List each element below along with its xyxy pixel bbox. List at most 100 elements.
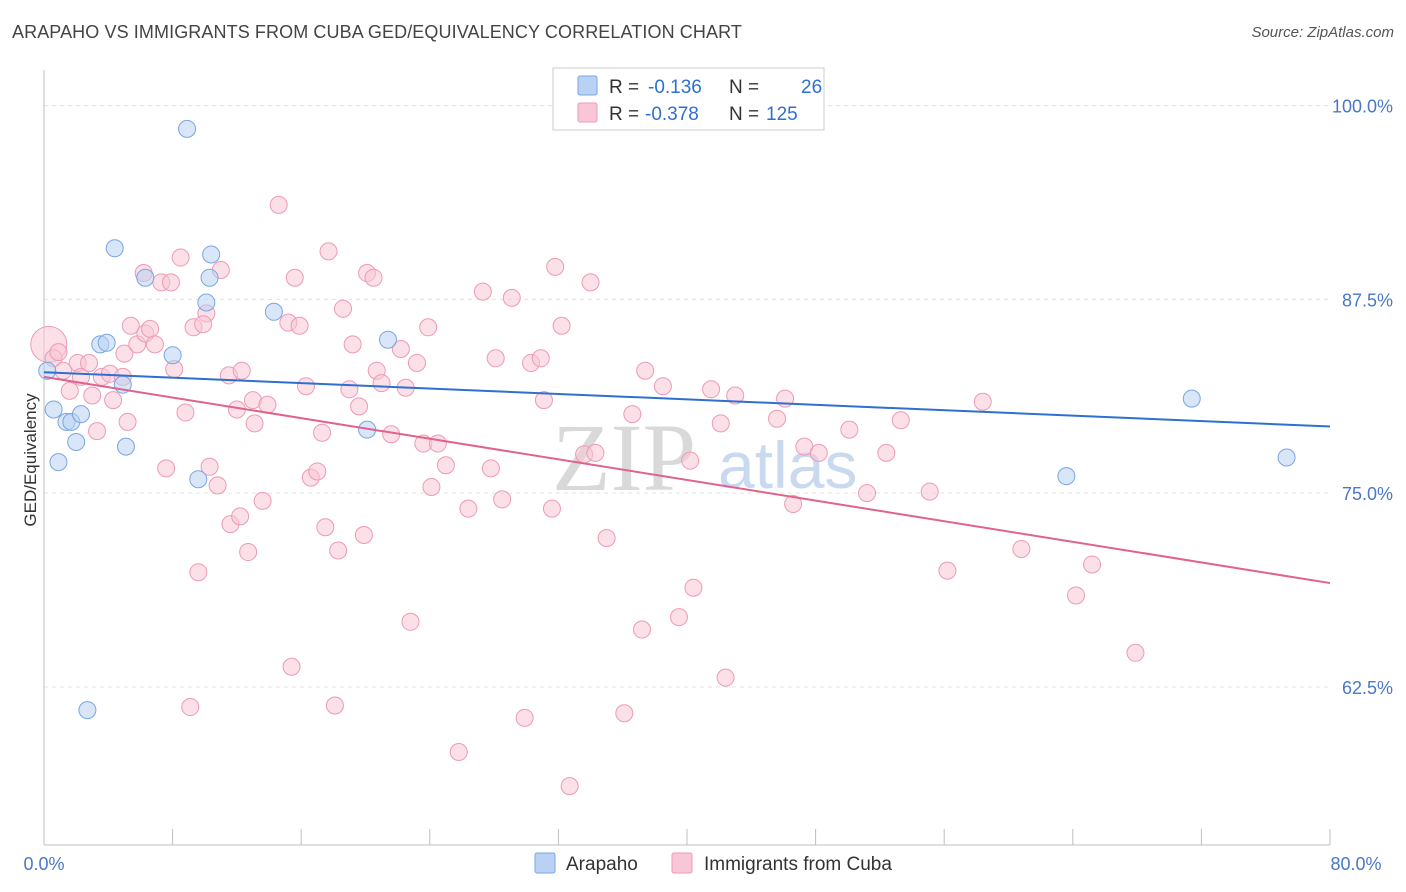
y-tick-labels: 100.0% 87.5% 75.0% 62.5% [1332,97,1393,698]
cuba-point-93 [581,273,600,292]
series-arapaho [38,119,1296,720]
arapaho-point-16 [189,470,208,489]
cuba-point-53 [313,423,332,442]
cuba-point-70 [401,612,420,631]
cuba-point-78 [459,499,478,518]
cuba-point-108 [768,409,787,428]
cuba-point-95 [597,529,616,548]
y-axis-title: GED/Equivalency [21,393,40,527]
arapaho-point-12 [116,437,135,456]
cuba-point-56 [325,696,344,715]
watermark-atlas: atlas [718,428,857,502]
cuba-point-86 [531,349,550,368]
watermark-zip: ZIP [552,404,696,511]
cuba-point-110 [784,495,803,513]
cuba-point-112 [809,443,828,462]
arapaho-point-7 [78,701,97,720]
cuba-point-107 [726,386,745,405]
cuba-point-40 [239,543,258,562]
cuba-point-2 [49,343,68,362]
arapaho-point-22 [379,330,398,349]
cuba-point-68 [391,340,410,358]
bottom-legend-label-cuba: Immigrants from Cuba [704,854,892,875]
cuba-point-75 [428,434,447,453]
legend-n-value-cuba: 125 [766,104,798,125]
cuba-point-79 [473,282,492,301]
arapaho-point-23 [1057,467,1076,486]
cuba-point-62 [354,526,373,544]
arapaho-point-5 [67,433,86,451]
cuba-point-80 [481,459,500,478]
cuba-point-7 [80,353,99,372]
cuba-point-113 [840,420,859,439]
bottom-legend-swatch-cuba [671,852,693,874]
cuba-point-89 [546,257,565,276]
cuba-point-49 [290,316,309,335]
cuba-point-12 [104,391,123,410]
cuba-point-102 [681,451,700,470]
gridlines [44,105,1330,688]
cuba-point-41 [245,414,264,433]
cuba-point-45 [269,195,288,214]
arapaho-point-1 [44,400,63,419]
x-tick-label-min: 0.0% [23,854,64,874]
arapaho-point-0 [38,361,57,380]
trend-lines [43,371,1331,585]
cuba-point-27 [176,403,195,422]
arapaho-point-6 [71,405,90,424]
cuba-point-91 [560,777,579,796]
legend-n-label-arapaho: N = [729,77,759,98]
cuba-point-105 [711,414,730,433]
cuba-point-28 [181,698,200,717]
legend-n-label-cuba: N = [729,104,759,125]
arapaho-point-17 [197,293,216,312]
cuba-point-116 [891,411,910,430]
x-axis-ticks [43,829,1331,845]
cuba-point-48 [285,268,304,287]
legend-r-value-cuba: -0.378 [645,104,699,125]
cuba-point-44 [258,395,277,414]
cuba-point-14 [115,344,134,363]
cuba-point-82 [493,490,512,509]
cuba-point-16 [121,316,140,335]
cuba-point-114 [858,484,877,503]
cuba-point-52 [308,462,327,481]
correlation-legend: R = -0.136 N = 26 R = -0.378 N = 125 [552,67,825,131]
bottom-legend-label-arapaho: Arapaho [566,854,638,875]
series-immigrants-from-cuba [30,195,1145,796]
cuba-point-23 [157,459,176,478]
cuba-point-43 [253,491,272,510]
cuba-point-81 [486,349,505,368]
cuba-point-77 [449,743,468,761]
cuba-point-57 [329,541,348,560]
cuba-point-90 [552,316,571,335]
arapaho-point-13 [136,268,155,287]
legend-swatch-cuba [577,102,598,123]
cuba-point-20 [141,319,160,338]
cuba-point-64 [364,268,383,287]
legend-swatch-arapaho [577,75,598,96]
arapaho-point-10 [105,239,124,258]
cuba-point-4 [60,381,79,400]
cuba-point-33 [208,476,227,495]
cuba-point-94 [586,443,605,462]
cuba-point-73 [419,318,438,337]
cuba-point-84 [515,708,534,727]
cuba-point-32 [200,457,219,476]
cuba-point-121 [1067,586,1086,605]
legend-r-label-arapaho: R = [609,77,639,98]
cuba-point-74 [422,477,441,496]
arapaho-point-14 [163,346,182,365]
cuba-point-59 [340,380,359,399]
arapaho-point-24 [1182,389,1201,408]
cuba-point-76 [436,456,455,475]
cuba-point-118 [938,561,957,580]
cuba-point-39 [232,361,251,380]
legend-r-label-cuba: R = [609,104,639,125]
cuba-point-98 [632,620,651,639]
cuba-point-117 [920,482,939,501]
cuba-point-87 [534,391,553,410]
trend-line-arapaho [43,371,1331,428]
legend-r-value-arapaho: -0.136 [648,77,702,98]
